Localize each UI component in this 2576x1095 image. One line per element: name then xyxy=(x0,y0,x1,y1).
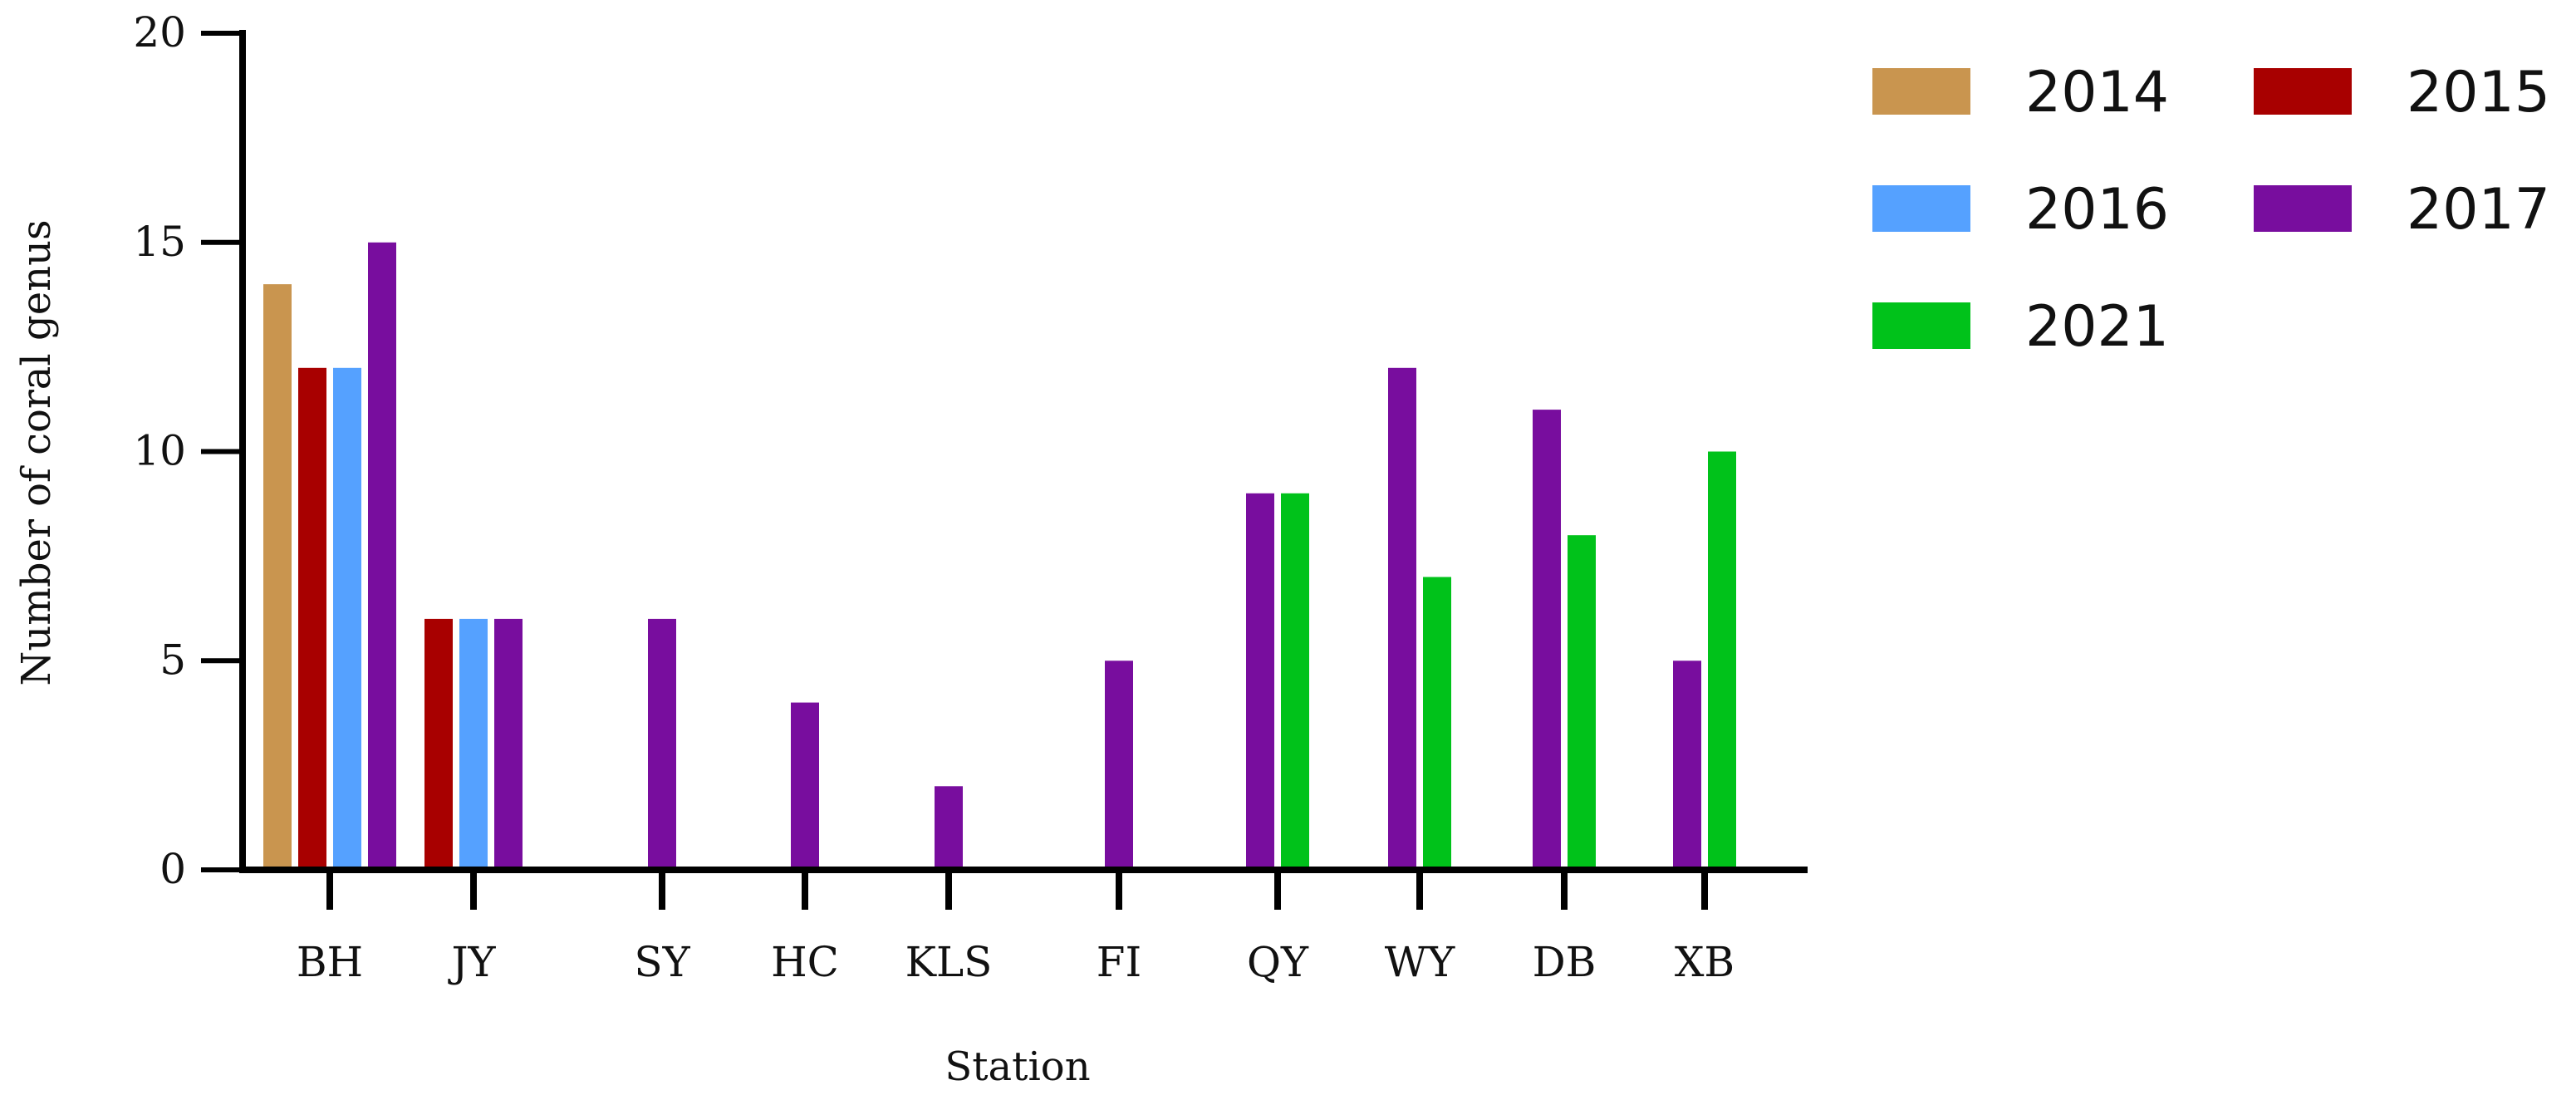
y-tick-label-5: 5 xyxy=(159,636,186,684)
bar-bh-2016 xyxy=(333,367,361,870)
x-tick-label-db: DB xyxy=(1533,938,1597,986)
legend-label-2017: 2017 xyxy=(2407,177,2550,243)
bar-db-2017 xyxy=(1533,410,1561,871)
bar-wy-2017 xyxy=(1388,367,1416,870)
bar-qy-2021 xyxy=(1281,493,1309,870)
legend-label-2014: 2014 xyxy=(2025,60,2169,125)
x-tick-label-fi: FI xyxy=(1097,938,1141,986)
bar-sy-2017 xyxy=(648,618,676,870)
bar-xb-2017 xyxy=(1673,660,1701,871)
legend-item-2017: 2017 xyxy=(2254,177,2550,243)
legend-swatch-2016 xyxy=(1872,185,1970,232)
legend-label-2021: 2021 xyxy=(2025,294,2169,360)
legend-item-2021: 2021 xyxy=(1872,294,2169,360)
legend-item-2015: 2015 xyxy=(2254,60,2550,125)
x-tick-label-kls: KLS xyxy=(905,938,993,986)
legend-item-2014: 2014 xyxy=(1872,60,2169,125)
y-tick-label-10: 10 xyxy=(133,427,186,475)
legend-swatch-2017 xyxy=(2254,185,2352,232)
legend-item-2016: 2016 xyxy=(1872,177,2169,243)
x-tick-label-wy: WY xyxy=(1385,938,1455,986)
bar-jy-2015 xyxy=(424,618,453,870)
x-tick-label-qy: QY xyxy=(1247,938,1309,986)
y-axis-title: Number of coral genus xyxy=(13,219,60,685)
x-tick-label-bh: BH xyxy=(297,938,363,986)
bar-qy-2017 xyxy=(1246,493,1274,870)
bar-hc-2017 xyxy=(791,702,819,870)
x-tick-label-hc: HC xyxy=(771,938,839,986)
x-tick-label-jy: JY xyxy=(447,938,496,986)
bar-wy-2021 xyxy=(1423,577,1451,870)
legend: 2014 2015 2016 2017 2021 xyxy=(1872,60,2550,360)
y-tick-label-20: 20 xyxy=(133,8,186,56)
legend-swatch-2021 xyxy=(1872,302,1970,349)
bar-kls-2017 xyxy=(935,786,963,870)
bar-db-2021 xyxy=(1568,535,1596,870)
ticks-layer: 0 5 10 15 20 BH JY SY HC KLS FI QY WY DB XB xyxy=(133,8,1735,986)
bar-bh-2017 xyxy=(368,242,396,871)
bar-xb-2021 xyxy=(1708,451,1736,870)
bar-bh-2014 xyxy=(263,284,292,871)
bar-fi-2017 xyxy=(1105,660,1133,871)
bar-jy-2016 xyxy=(459,618,488,870)
x-tick-label-sy: SY xyxy=(634,938,690,986)
x-axis-title: Station xyxy=(945,1043,1090,1090)
legend-label-2015: 2015 xyxy=(2407,60,2550,125)
x-tick-label-xb: XB xyxy=(1675,938,1735,986)
legend-swatch-2014 xyxy=(1872,68,1970,115)
legend-label-2016: 2016 xyxy=(2025,177,2169,243)
y-tick-label-15: 15 xyxy=(133,218,186,266)
legend-swatch-2015 xyxy=(2254,68,2352,115)
bar-bh-2015 xyxy=(298,367,326,870)
bar-jy-2017 xyxy=(494,618,523,870)
bars-layer xyxy=(263,242,1736,871)
y-tick-label-0: 0 xyxy=(159,845,186,893)
